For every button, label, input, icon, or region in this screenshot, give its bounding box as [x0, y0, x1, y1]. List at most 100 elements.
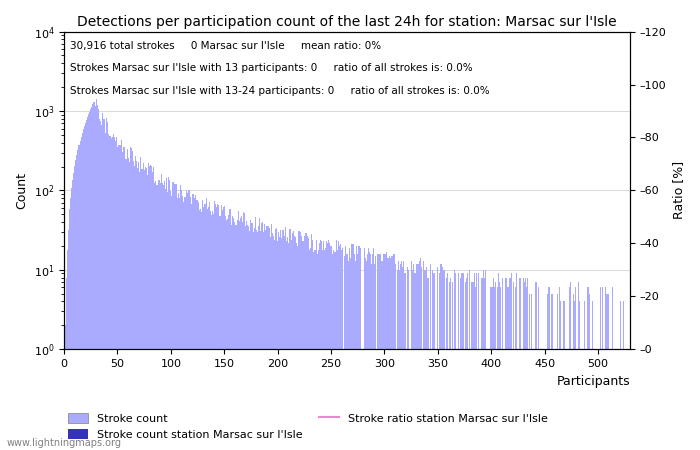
Bar	[334, 252, 335, 450]
Bar	[251, 223, 253, 450]
Bar	[499, 282, 500, 450]
Bar	[612, 288, 613, 450]
Bar	[290, 229, 291, 450]
Bar	[348, 261, 349, 450]
Bar	[83, 130, 84, 450]
Bar	[181, 190, 182, 450]
Bar	[249, 231, 251, 450]
Bar	[404, 274, 405, 450]
Bar	[415, 274, 416, 450]
Bar	[106, 118, 107, 450]
Bar	[131, 148, 132, 450]
Bar	[500, 288, 501, 450]
Bar	[587, 288, 588, 450]
Bar	[202, 200, 204, 450]
Bar	[285, 227, 286, 450]
Bar	[225, 216, 226, 450]
Bar	[278, 232, 279, 450]
Bar	[400, 264, 401, 450]
Bar	[168, 177, 169, 450]
Bar	[461, 274, 462, 450]
Bar	[241, 216, 242, 450]
Bar	[69, 209, 70, 450]
Bar	[531, 294, 532, 450]
Bar	[160, 183, 161, 450]
Bar	[465, 282, 466, 450]
Bar	[589, 294, 590, 450]
Bar	[316, 254, 318, 450]
Bar	[107, 122, 108, 450]
Bar	[287, 237, 288, 450]
Bar	[121, 140, 122, 450]
Bar	[139, 172, 141, 450]
Bar	[471, 282, 472, 450]
Bar	[377, 254, 379, 450]
Bar	[527, 278, 528, 450]
Bar	[281, 238, 282, 450]
Bar	[154, 183, 155, 450]
Bar	[179, 198, 180, 450]
Bar	[358, 246, 359, 450]
Bar	[148, 163, 149, 450]
Bar	[323, 241, 324, 450]
Bar	[365, 261, 367, 450]
Bar	[336, 240, 337, 450]
Bar	[294, 236, 295, 450]
Bar	[476, 274, 477, 450]
Bar	[326, 241, 328, 450]
Text: Strokes Marsac sur l'Isle with 13 participants: 0     ratio of all strokes is: 0: Strokes Marsac sur l'Isle with 13 partic…	[70, 63, 473, 73]
Bar	[199, 211, 200, 450]
Bar	[288, 243, 289, 450]
Bar	[498, 274, 499, 450]
Bar	[244, 213, 245, 450]
Bar	[105, 133, 106, 450]
Bar	[265, 230, 267, 450]
Bar	[200, 209, 202, 450]
Bar	[568, 288, 570, 450]
Bar	[117, 147, 118, 450]
Bar	[115, 141, 116, 450]
Bar	[99, 119, 100, 450]
Bar	[159, 180, 160, 450]
Bar	[381, 261, 382, 450]
Bar	[136, 161, 137, 450]
Bar	[511, 274, 512, 450]
Bar	[420, 258, 421, 450]
Bar	[359, 246, 360, 450]
Bar	[489, 288, 491, 450]
Text: Participants: Participants	[556, 375, 630, 388]
Bar	[217, 204, 218, 450]
Bar	[116, 137, 117, 450]
Bar	[275, 229, 276, 450]
Bar	[261, 223, 262, 450]
Bar	[373, 248, 374, 450]
Bar	[132, 151, 133, 450]
Bar	[289, 229, 290, 450]
Bar	[239, 218, 241, 450]
Bar	[379, 254, 381, 450]
Bar	[401, 261, 402, 450]
Bar	[416, 264, 417, 450]
Bar	[508, 288, 509, 450]
Bar	[196, 200, 197, 450]
Bar	[483, 270, 484, 450]
Bar	[270, 237, 271, 450]
Bar	[419, 261, 420, 450]
Bar	[523, 278, 524, 450]
Bar	[526, 288, 527, 450]
Bar	[367, 254, 368, 450]
Bar	[481, 278, 482, 450]
Bar	[387, 258, 388, 450]
Bar	[525, 278, 526, 450]
Bar	[623, 302, 624, 450]
Bar	[183, 202, 184, 450]
Bar	[277, 241, 278, 450]
Bar	[279, 237, 280, 450]
Bar	[575, 288, 576, 450]
Bar	[369, 252, 370, 450]
Bar	[267, 225, 269, 450]
Bar	[374, 264, 375, 450]
Bar	[368, 248, 369, 450]
Bar	[246, 221, 247, 450]
Bar	[80, 137, 82, 450]
